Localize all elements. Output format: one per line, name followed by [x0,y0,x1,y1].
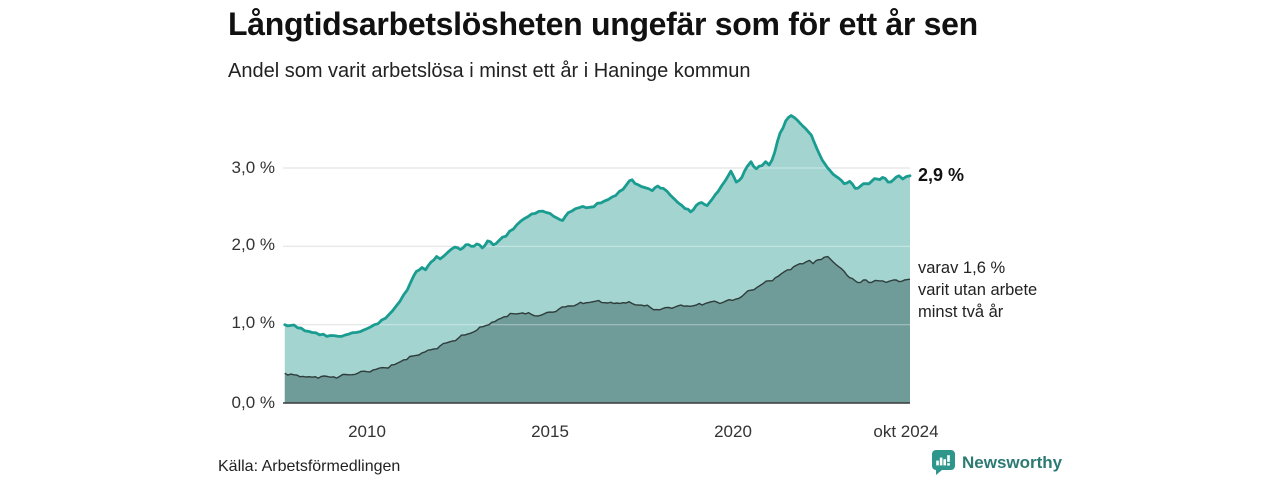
newsworthy-wordmark: Newsworthy [962,452,1063,472]
source-note: Källa: Arbetsförmedlingen [218,458,401,475]
page-title: Långtidsarbetslösheten ungefär som för e… [228,6,978,42]
newsworthy-logo: Newsworthy [932,450,1062,475]
newsworthy-bar-chart-bubble-icon [932,450,955,475]
x-axis-tick-label: 2015 [531,422,569,441]
y-axis-tick-label: 3,0 % [231,158,275,177]
latest-value-label: 2,9 % [918,165,965,185]
page-subtitle: Andel som varit arbetslösa i minst ett å… [228,60,751,82]
y-axis-tick-label: 2,0 % [231,235,275,254]
x-axis-tick-label: 2020 [714,422,752,441]
y-axis-tick-label: 0,0 % [231,393,275,412]
x-axis-tick-label: okt 2024 [873,422,939,441]
x-axis-tick-label: 2010 [348,422,386,441]
y-axis-tick-label: 1,0 % [231,313,275,332]
two-year-annotation: varav 1,6 % varit utan arbete minst två … [918,259,1038,321]
